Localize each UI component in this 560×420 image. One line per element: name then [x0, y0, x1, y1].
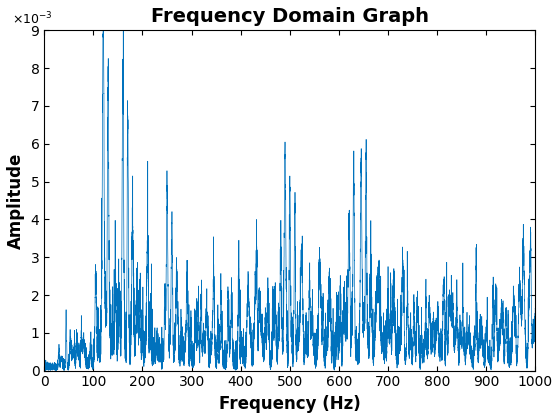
Text: $\times10^{-3}$: $\times10^{-3}$ [12, 10, 53, 27]
X-axis label: Frequency (Hz): Frequency (Hz) [219, 395, 361, 413]
Y-axis label: Amplitude: Amplitude [7, 152, 25, 249]
Title: Frequency Domain Graph: Frequency Domain Graph [151, 7, 429, 26]
